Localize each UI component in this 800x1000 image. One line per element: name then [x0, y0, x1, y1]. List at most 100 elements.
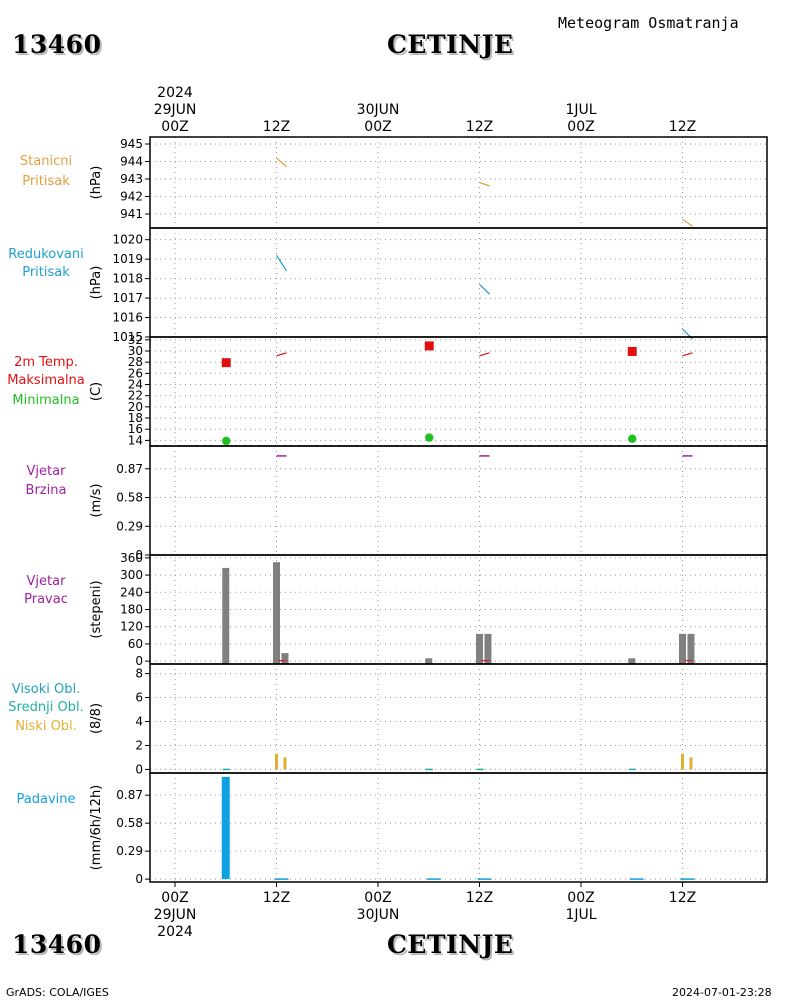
- x-tick-label-top: 00Z: [364, 119, 391, 135]
- chart-type-title: Meteogram Osmatranja: [558, 14, 739, 32]
- x-tick-label-top: 00Z: [161, 119, 188, 135]
- y-tick-label: 24: [128, 378, 143, 392]
- x-tick-label-bottom: 00Z: [567, 890, 594, 906]
- y-tick-label: 0: [135, 548, 143, 562]
- y-tick-label: 941: [120, 207, 143, 221]
- x-tick-label-top: 12Z: [263, 119, 290, 135]
- x-tick-label-bottom: 12Z: [263, 890, 290, 906]
- y-tick-label: 944: [120, 155, 143, 169]
- x-tick-label-top: 30JUN: [357, 102, 400, 118]
- panel-label: Brzina: [26, 483, 67, 498]
- y-tick-label: 28: [128, 355, 143, 369]
- y-tick-label: 180: [120, 603, 143, 617]
- y-tick-label: 1015: [112, 330, 143, 344]
- y-tick-label: 360: [120, 551, 143, 565]
- y-tick-label: 26: [128, 366, 143, 380]
- y-tick-label: 0.87: [116, 462, 143, 476]
- low-cloud-bar: [681, 753, 684, 770]
- panel-frame: [149, 445, 768, 556]
- panel-label: Maksimalna: [7, 373, 85, 388]
- panel-unit-label: (8/8): [89, 703, 104, 734]
- max-temp-square: [424, 341, 434, 351]
- y-tick-label: 6: [135, 691, 143, 705]
- y-tick-label: 16: [128, 422, 143, 436]
- panel-label: Vjetar: [27, 464, 67, 479]
- panel-label: Vjetar: [27, 574, 67, 589]
- panel-unit-label: (hPa): [89, 266, 104, 300]
- x-tick-label-top: 29JUN: [154, 102, 197, 118]
- panel-frame: [149, 227, 768, 338]
- station-id-top: 13460: [12, 30, 102, 59]
- panel-unit-label: (mm/6h/12h): [89, 785, 104, 871]
- max-temp-square: [221, 358, 231, 368]
- y-tick-label: 943: [120, 172, 143, 186]
- panel-label: Padavine: [17, 792, 76, 807]
- min-temp-dot: [628, 434, 637, 443]
- low-cloud-bar: [275, 753, 278, 770]
- y-tick-label: 120: [120, 620, 143, 634]
- x-tick-label-top: 1JUL: [565, 102, 596, 118]
- y-tick-label: 0.87: [116, 788, 143, 802]
- y-tick-label: 945: [120, 137, 143, 151]
- x-tick-label-bottom: 2024: [157, 924, 193, 940]
- wind-dir-bar: [425, 658, 433, 664]
- y-tick-label: 30: [128, 344, 143, 358]
- y-tick-label: 2: [135, 738, 143, 752]
- wind-dir-bar: [628, 658, 636, 664]
- x-tick-label-bottom: 00Z: [161, 890, 188, 906]
- y-tick-label: 942: [120, 190, 143, 204]
- panel-frame: [149, 336, 768, 447]
- y-tick-label: 18: [128, 411, 143, 425]
- pressure-tendency-mark: [682, 218, 693, 227]
- station-id-bottom: 13460: [12, 930, 102, 959]
- panel-label: Niski Obl.: [15, 719, 77, 734]
- precip-bar: [221, 776, 230, 880]
- y-tick-label: 0: [135, 654, 143, 668]
- wind-dir-bar: [679, 633, 686, 664]
- wind-dir-bar: [484, 633, 492, 664]
- x-tick-label-top: 12Z: [669, 119, 696, 135]
- low-cloud-bar: [689, 757, 693, 770]
- temp-2m-mark: [682, 352, 693, 357]
- pressure-tendency-mark: [276, 157, 287, 168]
- y-tick-label: 60: [128, 637, 143, 651]
- temp-2m-mark: [276, 352, 287, 357]
- y-tick-label: 1020: [112, 233, 143, 247]
- y-tick-label: 0.58: [116, 491, 143, 505]
- station-name-bottom: CETINJE: [387, 930, 514, 959]
- x-tick-label-top: 12Z: [466, 119, 493, 135]
- panel-label: Pravac: [24, 592, 68, 607]
- y-tick-label: 1016: [112, 311, 143, 325]
- panel-label: Stanicni: [20, 154, 72, 169]
- y-tick-label: 32: [128, 333, 143, 347]
- min-temp-dot: [425, 433, 434, 442]
- wind-dir-bar: [687, 633, 695, 664]
- x-tick-label-bottom: 29JUN: [154, 907, 197, 923]
- panel-unit-label: (C): [89, 382, 104, 401]
- low-cloud-bar: [283, 757, 287, 770]
- y-tick-label: 20: [128, 400, 143, 414]
- wind-dir-bar: [273, 562, 280, 664]
- y-tick-label: 300: [120, 568, 143, 582]
- panel-label: 2m Temp.: [14, 355, 78, 370]
- pressure-tendency-mark: [275, 254, 288, 272]
- x-tick-label-bottom: 30JUN: [357, 907, 400, 923]
- y-tick-label: 240: [120, 585, 143, 599]
- x-tick-label-bottom: 12Z: [466, 890, 493, 906]
- grads-credit: GrADS: COLA/IGES: [6, 986, 109, 999]
- min-temp-dot: [222, 436, 231, 446]
- y-tick-label: 8: [135, 667, 143, 681]
- y-tick-label: 1018: [112, 272, 143, 286]
- panel-unit-label: (stepeni): [89, 580, 104, 638]
- panel-frame: [149, 136, 768, 229]
- station-name-top: CETINJE: [387, 30, 514, 59]
- panel-label: Pritisak: [22, 174, 70, 189]
- wind-dir-bar: [476, 633, 483, 664]
- panel-label: Redukovani: [8, 247, 83, 262]
- y-tick-label: 4: [135, 714, 143, 728]
- y-tick-label: 0.29: [116, 519, 143, 533]
- panel-frame: [149, 663, 768, 774]
- y-tick-label: 0: [135, 872, 143, 886]
- y-tick-label: 0.29: [116, 844, 143, 858]
